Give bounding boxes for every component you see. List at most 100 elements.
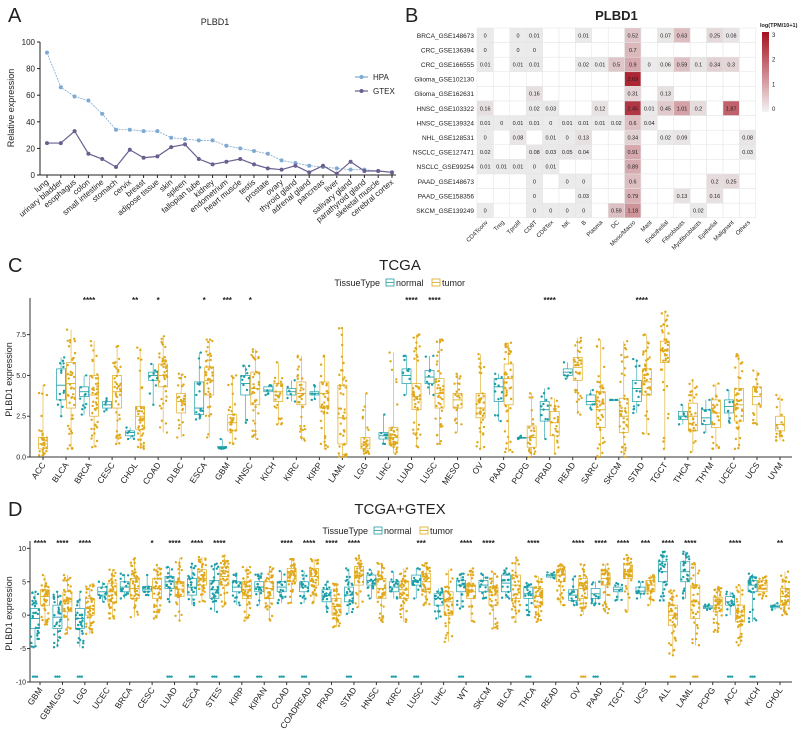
jitter-point-tumor <box>180 613 183 617</box>
jitter-point-tumor <box>356 605 359 609</box>
heatmap-cell <box>706 100 724 116</box>
jitter-point-tumor <box>695 599 698 602</box>
jitter-point-normal <box>268 384 272 387</box>
outlier-point-normal <box>345 675 349 678</box>
jitter-point-tumor <box>108 568 111 571</box>
heatmap-cell <box>739 42 757 58</box>
colorbar-tick-label: 2 <box>772 58 776 64</box>
jitter-point-tumor <box>742 605 745 609</box>
jitter-point-tumor <box>107 602 111 606</box>
jitter-point-tumor <box>412 336 415 339</box>
jitter-point-tumor <box>599 428 602 432</box>
jitter-point-tumor <box>786 588 790 591</box>
jitter-point-tumor <box>357 577 361 580</box>
jitter-point-tumor <box>256 437 259 441</box>
jitter-point-normal <box>419 584 422 588</box>
jitter-point-tumor <box>206 340 210 344</box>
jitter-point-tumor <box>164 359 168 363</box>
jitter-point-normal <box>456 599 459 603</box>
box-tumor <box>503 363 514 406</box>
jitter-point-tumor <box>264 606 267 609</box>
jitter-point-tumor <box>666 356 670 360</box>
jitter-point-normal <box>80 625 84 628</box>
outlier-point-normal <box>170 675 173 678</box>
significance-label: **** <box>79 539 92 548</box>
jitter-point-tumor <box>515 556 518 559</box>
jitter-point-tumor <box>152 617 156 620</box>
outlier-point-normal <box>392 675 395 678</box>
cell-value: 0.01 <box>644 106 655 112</box>
jitter-point-tumor <box>314 586 318 589</box>
jitter-point-normal <box>381 442 385 445</box>
jitter-point-tumor <box>70 396 73 399</box>
jitter-point-tumor <box>504 350 507 354</box>
jitter-point-tumor <box>490 590 493 594</box>
heatmap-cell <box>558 159 576 175</box>
jitter-point-tumor <box>780 585 784 588</box>
jitter-point-normal <box>30 645 33 648</box>
jitter-point-tumor <box>234 374 238 377</box>
jitter-point-tumor <box>509 350 513 353</box>
jitter-point-normal <box>76 623 80 627</box>
box-tumor <box>135 406 145 430</box>
y-tick-label: 0.0 <box>16 455 26 462</box>
jitter-point-tumor <box>672 589 676 592</box>
cell-value: 0.01 <box>480 63 491 69</box>
jitter-point-normal <box>346 569 350 572</box>
box-normal <box>148 371 159 381</box>
jitter-point-normal <box>659 595 663 598</box>
jitter-point-tumor <box>718 593 722 596</box>
box-tumor <box>600 572 611 586</box>
jitter-point-tumor <box>337 407 341 410</box>
significance-label: * <box>157 296 161 305</box>
jitter-point-tumor <box>252 409 255 412</box>
jitter-point-tumor <box>332 588 336 591</box>
jitter-point-normal <box>659 567 663 570</box>
jitter-point-tumor <box>584 575 588 578</box>
data-point-gtex <box>334 171 339 176</box>
jitter-point-tumor <box>182 397 186 400</box>
jitter-point-normal <box>62 391 65 394</box>
data-point-gtex <box>196 157 201 162</box>
jitter-point-normal <box>347 581 350 584</box>
jitter-point-tumor <box>64 615 68 618</box>
jitter-point-tumor <box>481 433 485 436</box>
jitter-point-tumor <box>85 622 88 626</box>
jitter-point-tumor <box>45 439 48 442</box>
heatmap-cell <box>739 100 757 116</box>
jitter-point-tumor <box>717 606 721 610</box>
jitter-point-tumor <box>509 440 512 444</box>
jitter-point-tumor <box>319 374 323 378</box>
cell-value: 0.01 <box>545 136 556 142</box>
y-tick-label: -5 <box>20 646 26 653</box>
jitter-point-tumor <box>697 569 701 572</box>
jitter-point-tumor <box>418 398 422 401</box>
jitter-point-tumor <box>85 591 88 594</box>
x-tick-label: UCEC <box>90 685 112 710</box>
jitter-point-normal <box>704 603 707 606</box>
data-point-hpa <box>348 167 353 172</box>
data-point-gtex <box>114 165 118 170</box>
jitter-point-tumor <box>91 604 95 608</box>
jitter-point-tumor <box>477 399 480 403</box>
jitter-point-tumor <box>197 560 201 563</box>
jitter-point-tumor <box>455 372 458 375</box>
jitter-point-tumor <box>579 394 582 398</box>
jitter-point-tumor <box>342 378 345 381</box>
jitter-point-tumor <box>293 577 296 580</box>
jitter-point-tumor <box>269 565 272 569</box>
jitter-point-tumor <box>396 403 399 406</box>
jitter-point-tumor <box>92 400 95 404</box>
jitter-point-normal <box>753 617 756 620</box>
heatmap-cell <box>689 71 707 87</box>
jitter-point-tumor <box>44 582 48 585</box>
jitter-point-tumor <box>527 449 531 452</box>
jitter-point-normal <box>58 635 61 639</box>
jitter-point-tumor <box>666 416 670 420</box>
heatmap-cell <box>558 56 576 73</box>
jitter-point-tumor <box>650 582 653 586</box>
jitter-point-tumor <box>435 340 439 343</box>
jitter-point-tumor <box>225 560 228 563</box>
jitter-point-tumor <box>326 445 329 448</box>
box-normal <box>125 430 135 437</box>
